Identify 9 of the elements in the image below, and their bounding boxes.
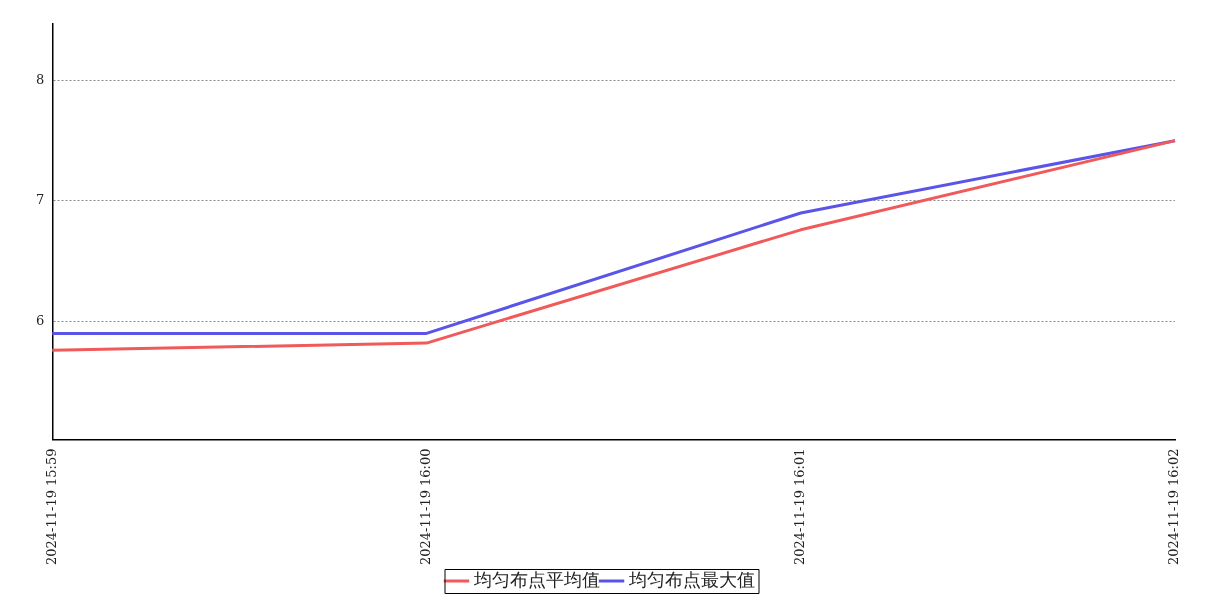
x-tick-label: 2024-11-19 16:02 [1166,448,1182,566]
y-tick-label: 8 [35,71,45,87]
legend-label: 均匀布点平均值 [472,568,600,590]
x-tick-label: 2024-11-19 16:01 [792,448,808,566]
x-tick-label: 2024-11-19 16:00 [417,448,433,566]
legend-label: 均匀布点最大值 [627,568,755,590]
x-tick-label: 2024-11-19 15:59 [43,448,59,566]
y-tick-label: 7 [35,192,45,208]
y-tick-label: 6 [35,312,45,328]
